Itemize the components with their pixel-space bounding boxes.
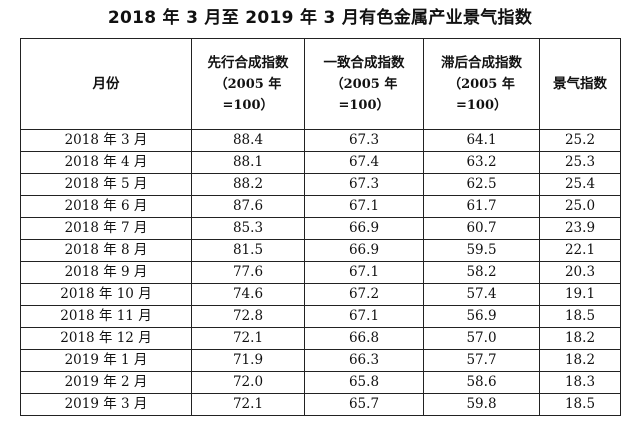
header-base-value: =100） [338,97,390,113]
month-cell: 2018 年 11 月 [20,305,192,328]
leading-index-cell: 74.6 [191,283,305,306]
prosperity-index-cell: 25.4 [539,173,621,196]
table-row: 2018 年 7 月 85.3 66.9 60.7 23.9 [20,217,621,240]
coincident-index-cell: 65.7 [304,393,424,416]
table-row: 2019 年 2 月 72.0 65.8 58.6 18.3 [20,371,621,394]
header-label: 先行合成指数 [207,54,289,71]
coincident-index-cell: 66.3 [304,349,424,372]
coincident-index-cell: 67.2 [304,283,424,306]
header-leading-index: 先行合成指数 （2005 年 =100） [191,38,305,130]
lagging-index-cell: 56.9 [423,305,540,328]
month-cell: 2018 年 10 月 [20,283,192,306]
header-month: 月份 [20,38,192,130]
coincident-index-cell: 66.8 [304,327,424,350]
lagging-index-cell: 57.0 [423,327,540,350]
header-label: 滞后合成指数 [441,54,522,71]
prosperity-index-cell: 25.0 [539,195,621,218]
leading-index-cell: 72.0 [191,371,305,394]
prosperity-index-cell: 25.2 [539,129,621,152]
coincident-index-cell: 65.8 [304,371,424,394]
header-base-year: （2005 年 [448,76,515,92]
month-cell: 2018 年 8 月 [20,239,192,262]
lagging-index-cell: 57.7 [423,349,540,372]
lagging-index-cell: 63.2 [423,151,540,174]
lagging-index-cell: 64.1 [423,129,540,152]
leading-index-cell: 88.4 [191,129,305,152]
lagging-index-cell: 61.7 [423,195,540,218]
month-cell: 2018 年 3 月 [20,129,192,152]
prosperity-index-cell: 22.1 [539,239,621,262]
prosperity-index-cell: 25.3 [539,151,621,174]
table-row: 2018 年 11 月 72.8 67.1 56.9 18.5 [20,305,621,328]
coincident-index-cell: 67.3 [304,129,424,152]
lagging-index-cell: 60.7 [423,217,540,240]
prosperity-index-cell: 18.2 [539,327,621,350]
prosperity-index-cell: 23.9 [539,217,621,240]
table-row: 2018 年 5 月 88.2 67.3 62.5 25.4 [20,173,621,196]
header-label: 月份 [92,75,120,92]
header-label: 一致合成指数 [323,54,405,71]
month-cell: 2019 年 3 月 [20,393,192,416]
header-coincident-index: 一致合成指数 （2005 年 =100） [304,38,424,130]
table-body: 2018 年 3 月 88.4 67.3 64.1 25.2 2018 年 4 月 88.1… [20,129,621,416]
lagging-index-cell: 59.5 [423,239,540,262]
leading-index-cell: 77.6 [191,261,305,284]
prosperity-index-cell: 18.5 [539,393,621,416]
leading-index-cell: 85.3 [191,217,305,240]
header-label: 景气指数 [553,75,607,92]
header-base-value: =100） [222,97,274,113]
header-row: 月份 先行合成指数 （2005 年 =100） 一致合成指数 （2005 年 =… [20,38,621,130]
lagging-index-cell: 59.8 [423,393,540,416]
leading-index-cell: 72.1 [191,393,305,416]
document-title: 2018 年 3 月至 2019 年 3 月有色金属产业景气指数 [107,8,533,28]
month-cell: 2018 年 12 月 [20,327,192,350]
table-row: 2018 年 12 月 72.1 66.8 57.0 18.2 [20,327,621,350]
prosperity-index-cell: 20.3 [539,261,621,284]
prosperity-index-cell: 19.1 [539,283,621,306]
leading-index-cell: 72.1 [191,327,305,350]
coincident-index-cell: 66.9 [304,239,424,262]
lagging-index-cell: 58.6 [423,371,540,394]
header-base-value: =100） [455,97,508,113]
table-row: 2018 年 10 月 74.6 67.2 57.4 19.1 [20,283,621,306]
table-row: 2018 年 8 月 81.5 66.9 59.5 22.1 [20,239,621,262]
leading-index-cell: 72.8 [191,305,305,328]
leading-index-cell: 88.1 [191,151,305,174]
coincident-index-cell: 67.3 [304,173,424,196]
table-row: 2018 年 3 月 88.4 67.3 64.1 25.2 [20,129,621,152]
coincident-index-cell: 67.1 [304,261,424,284]
coincident-index-cell: 67.1 [304,195,424,218]
table-row: 2019 年 1 月 71.9 66.3 57.7 18.2 [20,349,621,372]
header-prosperity-index: 景气指数 [539,38,621,130]
prosperity-index-cell: 18.2 [539,349,621,372]
lagging-index-cell: 62.5 [423,173,540,196]
prosperity-index-cell: 18.5 [539,305,621,328]
leading-index-cell: 71.9 [191,349,305,372]
table-row: 2018 年 6 月 87.6 67.1 61.7 25.0 [20,195,621,218]
index-table: 月份 先行合成指数 （2005 年 =100） 一致合成指数 （2005 年 =… [20,38,621,416]
month-cell: 2019 年 2 月 [20,371,192,394]
month-cell: 2018 年 6 月 [20,195,192,218]
header-base-year: （2005 年 [330,76,398,92]
table-row: 2018 年 4 月 88.1 67.4 63.2 25.3 [20,151,621,174]
coincident-index-cell: 67.1 [304,305,424,328]
leading-index-cell: 87.6 [191,195,305,218]
coincident-index-cell: 66.9 [304,217,424,240]
prosperity-index-cell: 18.3 [539,371,621,394]
table-row: 2018 年 9 月 77.6 67.1 58.2 20.3 [20,261,621,284]
lagging-index-cell: 57.4 [423,283,540,306]
table-row: 2019 年 3 月 72.1 65.7 59.8 18.5 [20,393,621,416]
header-base-year: （2005 年 [214,76,282,92]
month-cell: 2018 年 4 月 [20,151,192,174]
leading-index-cell: 81.5 [191,239,305,262]
month-cell: 2018 年 7 月 [20,217,192,240]
month-cell: 2018 年 9 月 [20,261,192,284]
leading-index-cell: 88.2 [191,173,305,196]
month-cell: 2018 年 5 月 [20,173,192,196]
coincident-index-cell: 67.4 [304,151,424,174]
header-lagging-index: 滞后合成指数 （2005 年 =100） [423,38,540,130]
month-cell: 2019 年 1 月 [20,349,192,372]
lagging-index-cell: 58.2 [423,261,540,284]
